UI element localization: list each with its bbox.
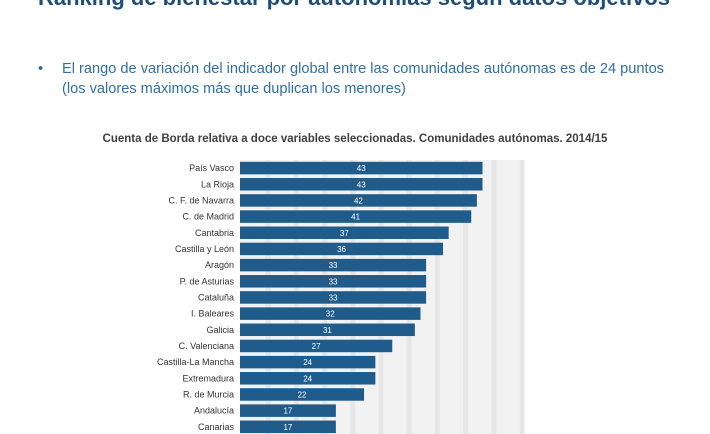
category-label-c-valenciana: C. Valenciana [179,341,234,351]
bar-p-de-asturias [240,275,427,288]
category-label-castilla-la-mancha: Castilla-La Mancha [157,357,234,367]
gridline [463,160,469,434]
value-label-r-de-murcia: 22 [298,390,307,399]
category-label-castilla-y-leon: Castilla y León [175,244,234,254]
value-label-castilla-la-mancha: 24 [303,358,312,367]
bar-la-rioja [240,178,483,191]
category-label-cataluna: Cataluña [198,292,234,302]
bar-extremadura [240,372,376,385]
category-label-galicia: Galicia [206,325,234,335]
category-label-pais-vasco: País Vasco [189,163,234,173]
category-label-extremadura: Extremadura [182,373,234,383]
bar-castilla-la-mancha [240,355,376,369]
bar-aragon [240,258,427,272]
bar-c-f-de-navarra [240,194,477,207]
value-label-pais-vasco: 43 [357,164,366,173]
value-label-galicia: 31 [323,326,332,335]
category-label-cantabria: Cantabria [195,228,234,238]
bar-canarias [240,420,336,434]
category-label-i-baleares: I. Baleares [191,309,235,319]
bar-pais-vasco [240,161,483,175]
value-label-la-rioja: 43 [357,180,366,189]
bullet-text: El rango de variación del indicador glob… [62,61,664,97]
value-label-c-valenciana: 27 [312,342,321,351]
value-label-castilla-y-leon: 36 [337,245,346,254]
gridline [434,160,440,434]
bullet-marker: • [38,61,44,77]
value-label-i-baleares: 32 [326,310,335,319]
value-label-c-de-madrid: 41 [351,213,360,222]
chart-title: Cuenta de Borda relativa a doce variable… [102,133,608,145]
bar-c-de-madrid [240,210,472,223]
category-label-p-de-asturias: P. de Asturias [180,276,235,286]
bar-andalucia [240,404,336,417]
bar-i-baleares [240,307,421,320]
value-label-p-de-asturias: 33 [329,277,338,286]
bar-galicia [240,323,415,337]
value-label-cataluna: 33 [329,293,338,302]
bar-r-de-murcia [240,388,365,401]
category-label-c-f-de-navarra: C. F. de Navarra [168,195,234,205]
value-label-c-f-de-navarra: 42 [354,196,363,205]
value-label-cantabria: 37 [340,229,349,238]
category-label-r-de-murcia: R. de Murcia [183,389,234,399]
category-label-c-de-madrid: C. de Madrid [182,212,234,222]
value-label-extremadura: 24 [303,374,312,383]
category-label-aragon: Aragón [205,260,234,270]
gridline [491,160,497,434]
category-label-la-rioja: La Rioja [201,179,234,189]
bar-c-valenciana [240,339,393,353]
slide-title: Ranking de bienestar por autonomías segú… [38,0,698,11]
bar-cantabria [240,226,449,240]
value-label-canarias: 17 [283,423,292,432]
category-label-andalucia: Andalucía [194,406,234,416]
bar-cataluna [240,291,427,304]
gridline [519,160,525,434]
value-label-andalucia: 17 [283,407,292,416]
bullet-point: • El rango de variación del indicador gl… [38,59,682,99]
bar-castilla-y-leon [240,242,444,256]
category-label-canarias: Canarias [198,422,235,432]
value-label-aragon: 33 [329,261,338,270]
